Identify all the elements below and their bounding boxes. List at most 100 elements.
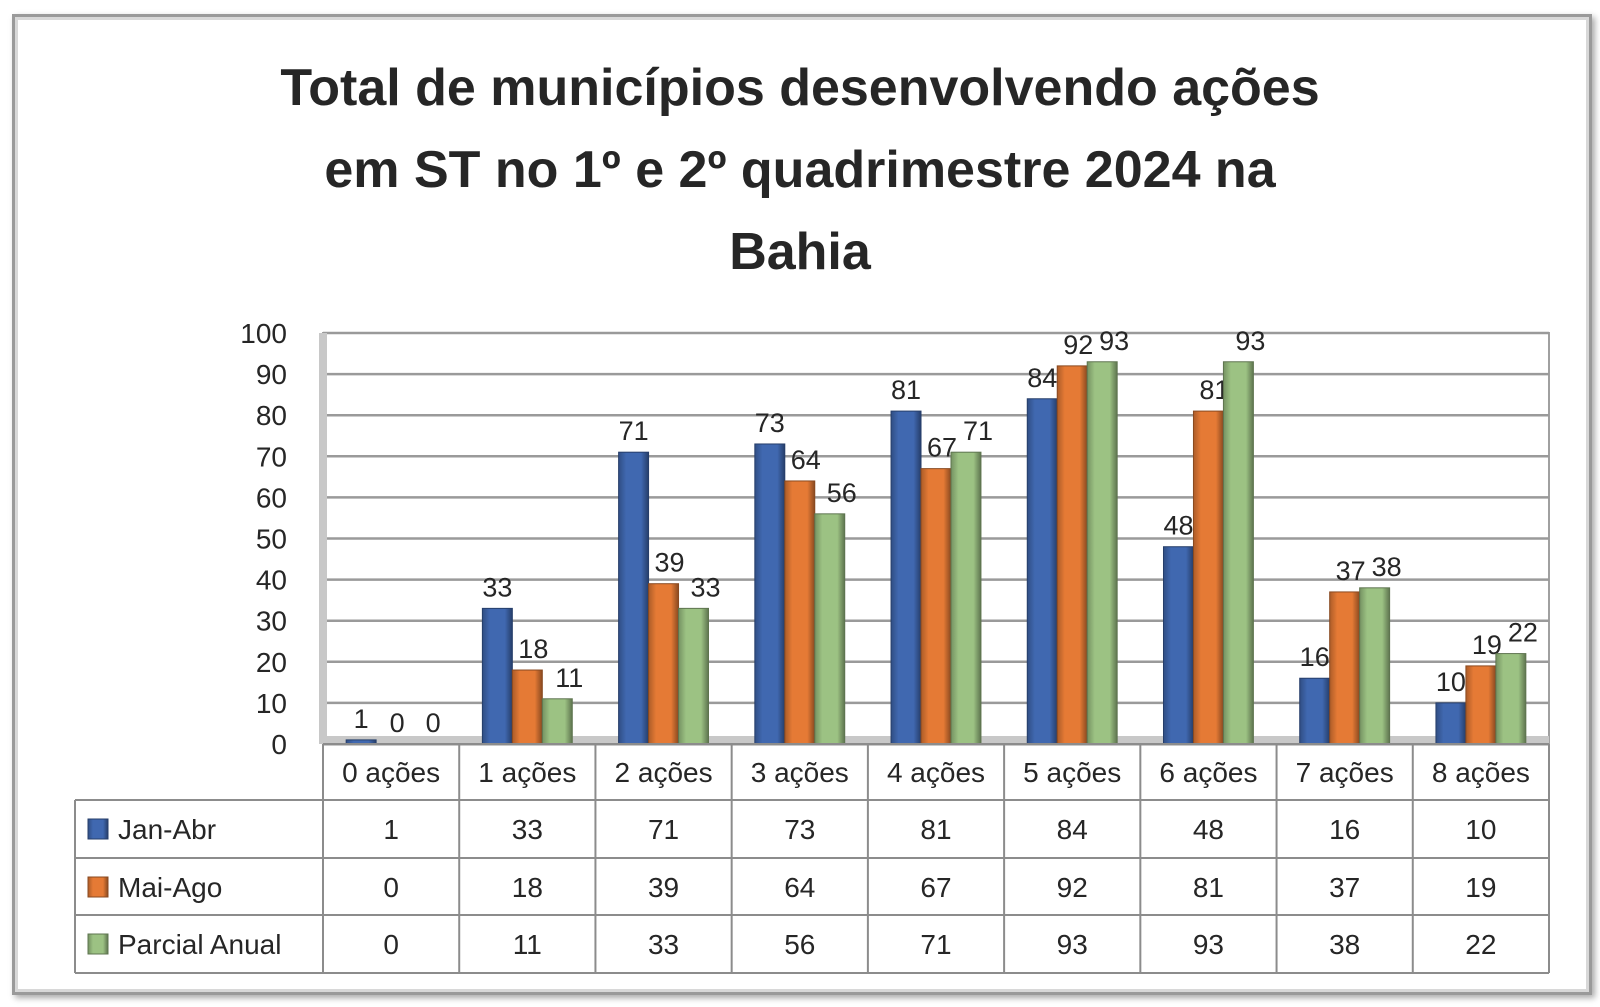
bar-jan-abr bbox=[754, 443, 786, 745]
chart-title-line: Bahia bbox=[729, 223, 872, 281]
data-label: 81 bbox=[891, 375, 921, 405]
plot-wall bbox=[319, 333, 327, 744]
bar-jan-abr bbox=[1299, 677, 1331, 745]
bar-jan-abr bbox=[481, 607, 513, 745]
chart-title-line: em ST no 1º e 2º quadrimestre 2024 na bbox=[324, 141, 1276, 199]
table-cell: 38 bbox=[1329, 929, 1360, 960]
data-label: 84 bbox=[1027, 363, 1057, 393]
bar-mai-ago bbox=[920, 468, 952, 745]
data-label: 92 bbox=[1063, 330, 1093, 360]
data-label: 1 bbox=[354, 704, 369, 734]
data-label: 38 bbox=[1372, 552, 1402, 582]
bar-mai-ago bbox=[648, 583, 680, 745]
bar-parcial-anual bbox=[1222, 361, 1254, 745]
legend-key-jan-abr bbox=[87, 818, 109, 840]
data-label: 64 bbox=[791, 445, 821, 475]
data-label: 48 bbox=[1163, 511, 1193, 541]
data-label: 73 bbox=[755, 408, 785, 438]
data-label: 71 bbox=[619, 416, 649, 446]
bar-parcial-anual bbox=[814, 513, 846, 745]
table-cell: 73 bbox=[784, 814, 815, 845]
bar-mai-ago bbox=[1465, 665, 1497, 745]
table-cell: 64 bbox=[784, 872, 815, 903]
table-cell: 93 bbox=[1057, 929, 1088, 960]
data-label: 71 bbox=[963, 416, 993, 446]
x-category-label: 0 ações bbox=[342, 757, 440, 788]
data-label: 56 bbox=[827, 478, 857, 508]
data-label: 16 bbox=[1300, 642, 1330, 672]
bar-jan-abr bbox=[890, 410, 922, 745]
data-label: 93 bbox=[1099, 326, 1129, 356]
bar-parcial-anual bbox=[678, 607, 710, 745]
bar-parcial-anual bbox=[1495, 653, 1527, 745]
y-tick-label: 20 bbox=[256, 647, 287, 678]
table-cell: 16 bbox=[1329, 814, 1360, 845]
table-cell: 11 bbox=[513, 929, 542, 960]
table-cell: 1 bbox=[383, 814, 399, 845]
table-cell: 37 bbox=[1329, 872, 1360, 903]
table-cell: 93 bbox=[1193, 929, 1224, 960]
bar-mai-ago bbox=[784, 480, 816, 745]
legend-key-mai-ago bbox=[87, 876, 109, 898]
bar-mai-ago bbox=[511, 669, 543, 745]
table-cell: 33 bbox=[512, 814, 543, 845]
bar-mai-ago bbox=[1329, 591, 1361, 745]
chart-title-line: Total de municípios desenvolvendo ações bbox=[280, 59, 1319, 117]
chart-title: Total de municípios desenvolvendo ações e… bbox=[280, 59, 1319, 281]
table-cell: 81 bbox=[920, 814, 951, 845]
x-category-label: 8 ações bbox=[1432, 757, 1530, 788]
y-tick-label: 70 bbox=[256, 441, 287, 472]
bar-mai-ago bbox=[1192, 410, 1224, 745]
table-cell: 39 bbox=[648, 872, 679, 903]
legend-label: Parcial Anual bbox=[118, 929, 281, 960]
y-tick-label: 60 bbox=[256, 482, 287, 513]
data-label: 33 bbox=[691, 572, 721, 602]
bar-parcial-anual bbox=[950, 451, 982, 745]
table-cell: 18 bbox=[512, 872, 543, 903]
data-label: 0 bbox=[390, 708, 405, 738]
bar-parcial-anual bbox=[541, 698, 573, 745]
x-category-label: 3 ações bbox=[751, 757, 849, 788]
y-tick-label: 90 bbox=[256, 359, 287, 390]
table-cell: 19 bbox=[1465, 872, 1496, 903]
table-cell: 0 bbox=[383, 872, 399, 903]
table-cell: 56 bbox=[784, 929, 815, 960]
y-tick-label: 50 bbox=[256, 524, 287, 555]
data-label: 18 bbox=[518, 634, 548, 664]
table-cell: 81 bbox=[1193, 872, 1224, 903]
bar-jan-abr bbox=[1162, 546, 1194, 745]
data-label: 22 bbox=[1508, 618, 1538, 648]
table-cell: 33 bbox=[648, 929, 679, 960]
data-label: 37 bbox=[1336, 556, 1366, 586]
x-category-label: 4 ações bbox=[887, 757, 985, 788]
bar-jan-abr bbox=[1026, 398, 1058, 745]
bar-jan-abr bbox=[618, 451, 650, 745]
data-label: 0 bbox=[426, 708, 441, 738]
table-cell: 71 bbox=[648, 814, 679, 845]
data-table: 0 ações 1 ações 2 ações 3 ações 4 ações 5 açõ… bbox=[74, 743, 1550, 974]
legend-key-parcial-anual bbox=[87, 933, 109, 955]
table-cell: 92 bbox=[1057, 872, 1088, 903]
table-cell: 67 bbox=[920, 872, 951, 903]
data-label: 39 bbox=[655, 548, 685, 578]
y-tick-label: 80 bbox=[256, 400, 287, 431]
data-label: 93 bbox=[1235, 326, 1265, 356]
legend-label: Mai-Ago bbox=[118, 872, 222, 903]
y-tick-label: 30 bbox=[256, 606, 287, 637]
x-category-label: 2 ações bbox=[615, 757, 713, 788]
data-label: 11 bbox=[555, 663, 583, 693]
table-cell: 84 bbox=[1057, 814, 1088, 845]
x-category-label: 1 ações bbox=[478, 757, 576, 788]
table-cell: 71 bbox=[920, 929, 951, 960]
data-label: 10 bbox=[1436, 667, 1466, 697]
bar-parcial-anual bbox=[1359, 587, 1391, 745]
table-cell: 10 bbox=[1465, 814, 1496, 845]
y-tick-label: 40 bbox=[256, 565, 287, 596]
bar-mai-ago bbox=[1056, 365, 1088, 745]
y-tick-label: 10 bbox=[256, 688, 287, 719]
bar-parcial-anual bbox=[1086, 361, 1118, 745]
x-category-label: 7 ações bbox=[1296, 757, 1394, 788]
table-cell: 22 bbox=[1465, 929, 1496, 960]
